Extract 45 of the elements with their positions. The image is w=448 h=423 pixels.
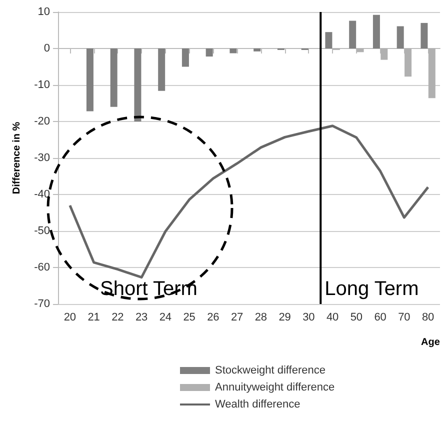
bar [349,20,356,48]
legend-label: Annuityweight difference [215,382,335,394]
y-tick-label: -20 [34,116,50,128]
y-tick-label: -60 [34,262,50,274]
x-tick-label: 40 [326,312,339,324]
y-tick-label: -40 [34,188,50,200]
y-tick-label: 10 [38,6,50,18]
x-tick-label: 28 [254,312,268,324]
x-tick-label: 25 [183,312,196,324]
x-tick-label: 27 [230,312,244,324]
bar [230,48,237,54]
y-axis-title: Difference in % [12,122,22,194]
x-tick-label: 29 [278,312,291,324]
y-tick-label: -10 [34,79,50,91]
bar [206,48,213,57]
x-axis-title: Age [421,337,440,348]
y-tick-label: -50 [34,225,50,237]
x-tick-label: 22 [112,312,124,324]
line-series [68,124,430,279]
x-tick-label: 21 [88,312,100,324]
bar [254,48,261,52]
x-tick-label: 24 [159,312,172,324]
bar [110,48,118,107]
y-tick-label: 0 [44,42,50,54]
legend-label: Stockweight difference [215,364,326,376]
y-tick-label: -70 [34,298,50,310]
x-tick-label: 23 [135,312,148,324]
x-tick-label: 20 [64,312,76,324]
bar [372,14,380,48]
bar [396,26,404,48]
bar [325,32,332,48]
annotation: Long Term [324,278,419,301]
bar [420,22,428,48]
x-tick-label: 70 [398,312,410,324]
y-tick-label: -30 [34,152,50,164]
bar [86,48,94,112]
x-tick-label: 30 [302,312,315,324]
x-tick-label: 80 [422,312,434,324]
legend-label: Wealth difference [215,398,300,410]
bar [182,48,189,67]
x-tick-label: 50 [350,312,363,324]
bar [134,48,142,122]
x-tick-label: 26 [207,312,220,324]
x-tick-label: 60 [374,312,386,324]
bar [158,48,166,91]
